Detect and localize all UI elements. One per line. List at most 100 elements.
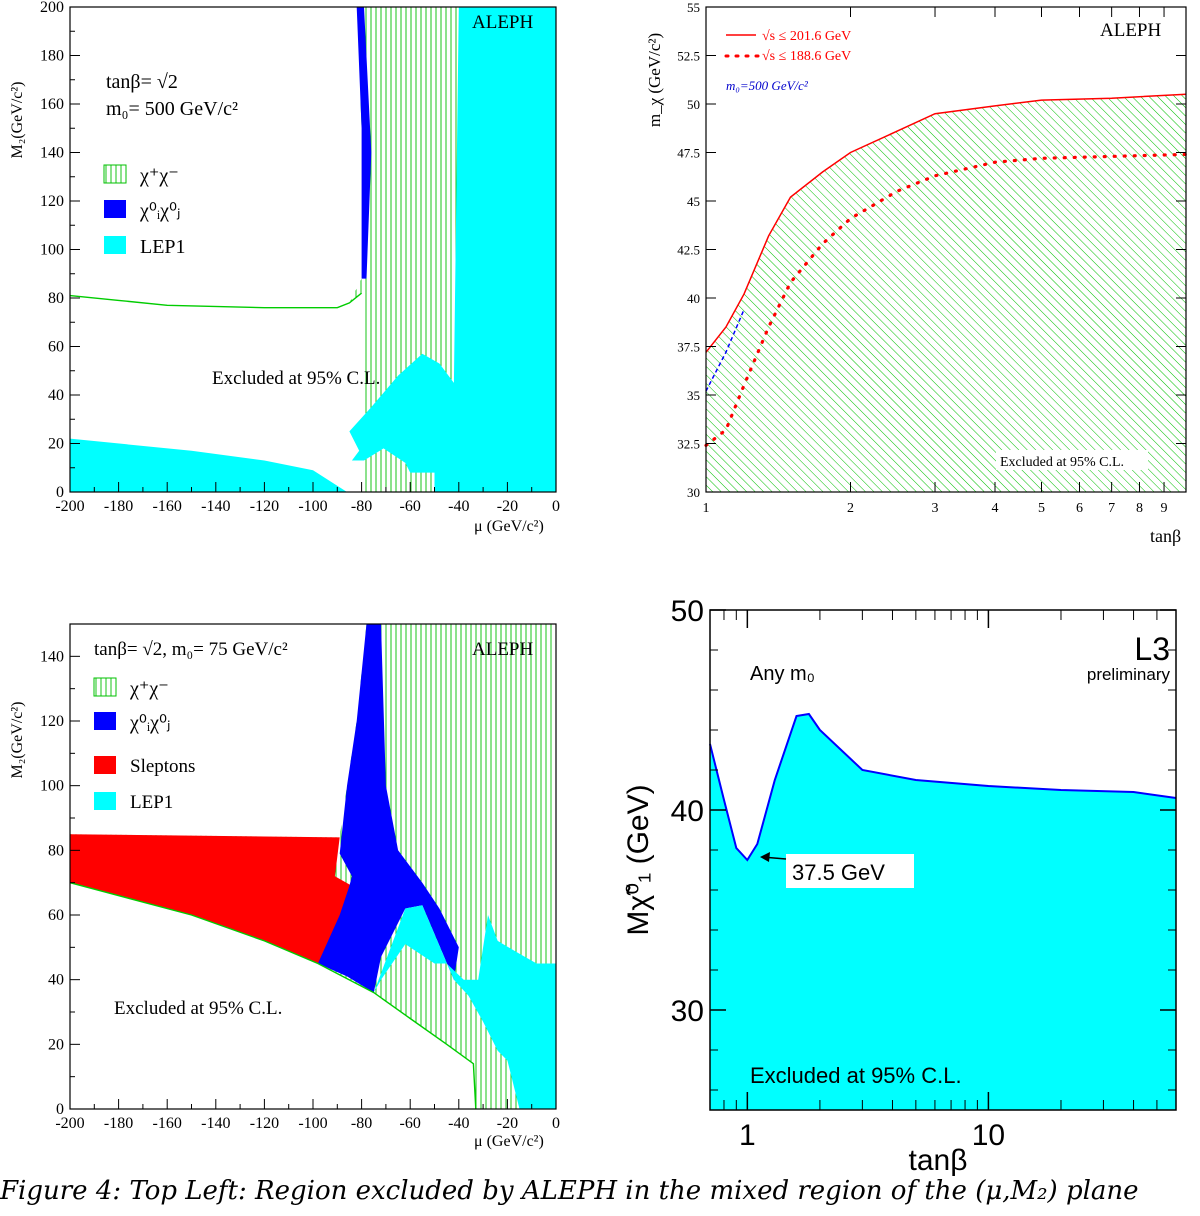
legend-label-chargino: χ⁺χ⁻ — [139, 165, 179, 187]
legend-label-m0: m₀=500 GeV/c² — [726, 78, 809, 93]
experiment-label: L3 — [1134, 631, 1170, 667]
y-tick-label: 200 — [40, 0, 64, 16]
legend-label-neutralino: χ⁰ᵢχ⁰ⱼ — [129, 712, 171, 734]
chargino-boundary-line — [69, 882, 477, 1110]
y-axis-label: M₂(GeV/c²) — [9, 81, 26, 158]
y-tick-label: 35 — [687, 388, 700, 403]
minimum-label-bg — [786, 854, 914, 888]
x-tick-label: -40 — [448, 498, 469, 515]
y-tick-label: 100 — [40, 778, 64, 795]
y-axis-label: M₂(GeV/c²) — [9, 701, 26, 778]
y-tick-label: 37.5 — [677, 340, 700, 355]
excluded-region — [710, 714, 1176, 1110]
excluded-annotation: Excluded at 95% C.L. — [212, 368, 380, 389]
x-tick-label: -80 — [351, 1115, 372, 1132]
y-tick-label: 100 — [40, 242, 64, 259]
region-lep1 — [373, 905, 556, 1109]
y-tick-label: 40 — [48, 387, 64, 404]
x-tick-label: -180 — [104, 498, 133, 515]
x-tick-label: -80 — [351, 498, 372, 515]
y-tick-label: 42.5 — [677, 243, 700, 258]
param-tanbeta-m0: tanβ= √2, m₀= 75 GeV/c² — [94, 639, 288, 660]
legend-swatch-neutralino — [94, 712, 116, 730]
y-tick-label: 180 — [40, 48, 64, 65]
excluded-annotation: Excluded at 95% C.L. — [750, 1063, 962, 1088]
region- — [356, 7, 372, 279]
y-tick-label: 0 — [56, 1101, 64, 1118]
x-tick-label: -180 — [104, 1115, 133, 1132]
x-tick-label: -60 — [400, 1115, 421, 1132]
x-tick-label: -160 — [153, 1115, 182, 1132]
x-tick-label: 10 — [972, 1119, 1005, 1152]
x-tick-label: -200 — [55, 498, 84, 515]
y-tick-label: 40 — [48, 972, 64, 989]
region-lep1 — [349, 7, 556, 492]
series-line-2 — [705, 309, 745, 392]
x-tick-label: -140 — [201, 498, 230, 515]
x-tick-label: 0 — [552, 1115, 560, 1132]
x-axis-label: tanβ — [1150, 526, 1181, 546]
x-tick-label: 4 — [991, 501, 998, 516]
figure: -200 -180 -160 -140 -120 -100 -80 -60 -40 -20 0020… — [9, 0, 1188, 1177]
experiment-label: ALEPH — [472, 12, 534, 33]
y-tick-label: 40 — [687, 291, 700, 306]
y-tick-label: 60 — [48, 907, 64, 924]
excluded-annotation: Excluded at 95% C.L. — [1000, 455, 1124, 470]
y-tick-label: 50 — [687, 97, 700, 112]
legend-label-201: √s ≤ 201.6 GeV — [762, 29, 851, 44]
panel-aleph-mu-m2-m0-500: -200 -180 -160 -140 -120 -100 -80 -60 -40 -20 0020… — [9, 0, 560, 535]
minimum-arrowhead — [760, 852, 770, 862]
y-tick-label: 50 — [671, 595, 704, 628]
x-tick-label: 0 — [552, 498, 560, 515]
y-tick-label: 52.5 — [677, 49, 700, 64]
param-m0: m₀= 500 GeV/c² — [106, 98, 238, 120]
x-axis-label: μ (GeV/c²) — [474, 1133, 544, 1150]
y-tick-label: 47.5 — [677, 146, 700, 161]
y-tick-label: 0 — [56, 484, 64, 501]
x-tick-label: 7 — [1108, 501, 1115, 516]
legend-label-neutralino: χ⁰ᵢχ⁰ⱼ — [139, 200, 181, 222]
panel-aleph-mu-m2-m0-75: -200 -180 -160 -140 -120 -100 -80 -60 -40 -20 0020… — [9, 623, 560, 1150]
region-sleptons — [70, 834, 362, 964]
region- — [317, 624, 459, 993]
y-tick-label: 120 — [40, 193, 64, 210]
legend-label-lep1: LEP1 — [130, 792, 173, 813]
plot-frame — [709, 609, 1177, 1111]
legend-label-chargino: χ⁺χ⁻ — [129, 678, 169, 700]
x-tick-label: -160 — [153, 498, 182, 515]
status-label: preliminary — [1087, 665, 1171, 684]
experiment-label: ALEPH — [1100, 20, 1162, 41]
x-tick-label: 1 — [739, 1119, 756, 1152]
x-tick-label: -100 — [298, 1115, 327, 1132]
x-tick-label: 8 — [1136, 501, 1143, 516]
x-tick-label: -100 — [298, 498, 327, 515]
x-axis-label: tanβ — [909, 1144, 968, 1176]
allowed-region — [70, 624, 367, 838]
region-lep1 — [70, 438, 347, 492]
y-tick-label: 30 — [671, 995, 704, 1028]
x-tick-label: 6 — [1076, 501, 1083, 516]
series-line-0 — [705, 93, 1187, 353]
experiment-label: ALEPH — [472, 639, 534, 660]
legend-label-188: √s ≤ 188.6 GeV — [762, 49, 851, 64]
y-tick-label: 140 — [40, 648, 64, 665]
x-tick-label: 9 — [1161, 501, 1168, 516]
x-tick-label: 1 — [703, 501, 710, 516]
x-tick-label: -200 — [55, 1115, 84, 1132]
x-tick-label: -120 — [250, 1115, 279, 1132]
y-axis-label: Mχ̃⁰₁ (GeV) — [622, 784, 655, 935]
x-tick-label: -40 — [448, 1115, 469, 1132]
figure-caption: Figure 4: Top Left: Region excluded by A… — [0, 1176, 1139, 1206]
legend-swatch-lep1 — [94, 792, 116, 810]
legend-swatch-sleptons — [94, 756, 116, 774]
x-axis-label: μ (GeV/c²) — [474, 518, 544, 535]
x-tick-label: -20 — [497, 1115, 518, 1132]
y-axis-label: m_χ (GeV/c²) — [645, 33, 664, 127]
y-tick-label: 20 — [48, 436, 64, 453]
legend-swatch-chargino — [93, 677, 117, 697]
y-tick-label: 160 — [40, 96, 64, 113]
excluded-annotation: Excluded at 95% C.L. — [114, 998, 282, 1019]
allowed-region — [70, 7, 362, 308]
panel-l3-mass-vs-tanbeta: 1 10 30 40 50 L3 preliminary Any m₀ Excluded… — [622, 595, 1177, 1177]
y-tick-label: 20 — [48, 1036, 64, 1053]
